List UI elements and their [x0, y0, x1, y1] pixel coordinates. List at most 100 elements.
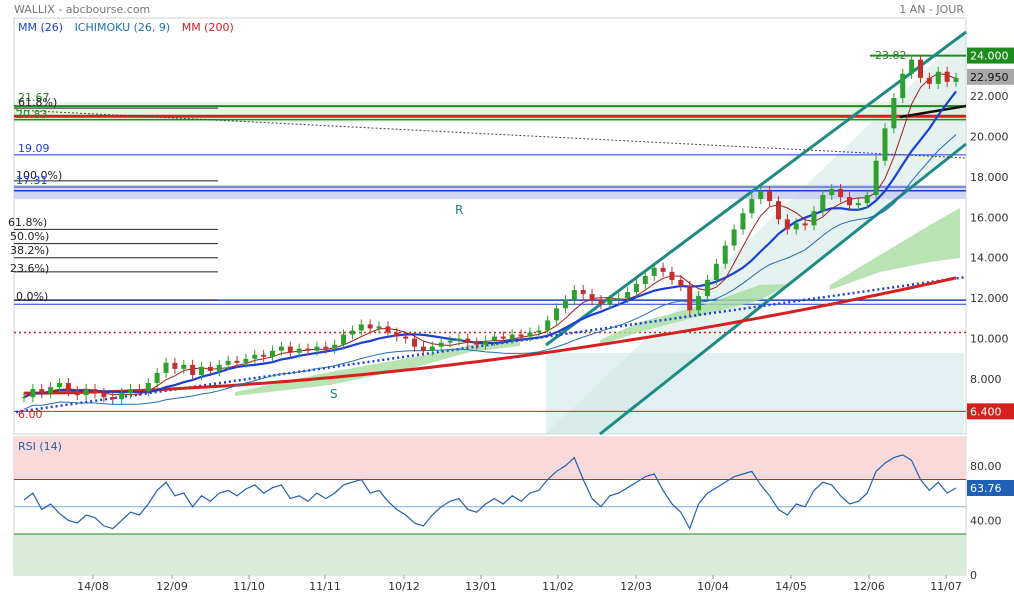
- mm200-line: [24, 276, 957, 395]
- cloud-segment-3: [830, 208, 960, 290]
- candle-body: [651, 267, 657, 276]
- candle-body: [447, 340, 453, 343]
- price-tag-24: 24.000: [970, 50, 1009, 63]
- candle-body: [571, 290, 577, 301]
- candle-body: [385, 326, 391, 333]
- x-tick-label: 10/04: [697, 580, 729, 593]
- candle-body: [207, 366, 213, 371]
- candle-body: [873, 160, 879, 196]
- annotation-fib-0: 0.0%): [16, 290, 48, 303]
- candle-body: [491, 336, 497, 341]
- candle-body: [358, 324, 364, 331]
- candle-body: [882, 128, 888, 161]
- annotation-fib-23: 23.6%): [10, 262, 49, 275]
- candle-body: [722, 245, 728, 264]
- candle-body: [349, 330, 355, 335]
- price-tag-24-bg: [967, 47, 1014, 64]
- candle-body: [536, 330, 542, 333]
- annotation-17-31: 17.31: [16, 174, 48, 187]
- candle-body: [669, 271, 675, 280]
- candle-body: [287, 346, 293, 353]
- price-tag-6-4: 6.400: [970, 405, 1002, 418]
- chart-title: WALLIX - abcbourse.com: [14, 3, 151, 16]
- rsi-value-tag: 63.76: [970, 482, 1002, 495]
- candle-body: [598, 300, 604, 305]
- y-tick-label: 12.000: [970, 292, 1009, 305]
- price-tag-6-4-bg: [967, 403, 1014, 420]
- candle-body: [775, 201, 781, 220]
- channel-upper-line: [545, 30, 967, 347]
- candle-body: [394, 332, 400, 337]
- chart-header: WALLIX - abcbourse.com 1 AN - JOUR: [0, 0, 1014, 18]
- candle-body: [110, 397, 116, 400]
- x-tick-label: 12/06: [853, 580, 885, 593]
- candle-body: [527, 332, 533, 337]
- y-tick-label: 14.000: [970, 252, 1009, 265]
- legend-ichimoku[interactable]: ICHIMOKU (26, 9): [74, 21, 171, 34]
- annotation-fib-100: 100.0%): [16, 169, 62, 182]
- candle-body: [704, 279, 710, 297]
- candle-body: [767, 191, 773, 202]
- legend-mm26[interactable]: MM (26): [18, 21, 64, 34]
- last-price-tag-bg: [967, 68, 1014, 85]
- candle-body: [92, 389, 98, 394]
- candle-body: [48, 387, 54, 394]
- annotation-fib-61: 61.8%): [8, 216, 47, 229]
- candle-body: [554, 308, 560, 321]
- cloud-segment-1: [235, 340, 520, 396]
- candle-body: [838, 188, 844, 198]
- y-tick-label: 10.000: [970, 333, 1009, 346]
- candle-body: [509, 334, 515, 339]
- x-tick-label: 13/01: [465, 580, 497, 593]
- support-label: S: [330, 387, 338, 401]
- candle-body: [784, 219, 790, 230]
- candle-body: [456, 338, 462, 341]
- candle-body: [900, 73, 906, 99]
- candle-body: [474, 342, 480, 345]
- rsi-tick-label: 40.00: [970, 514, 1002, 527]
- annotation-fib-38: 38.2%): [10, 244, 49, 257]
- annotation-low: 6.00: [18, 408, 43, 421]
- candle-body: [376, 326, 382, 329]
- candle-body: [642, 275, 648, 284]
- candle-body: [74, 391, 80, 396]
- candle-body: [296, 348, 302, 353]
- candle-body: [829, 188, 835, 196]
- candle-body: [83, 389, 89, 396]
- candle-body: [225, 360, 231, 365]
- candle-body: [314, 346, 320, 351]
- candle-body: [270, 350, 276, 357]
- period-label[interactable]: 1 AN - JOUR: [899, 3, 964, 16]
- candle-body: [172, 362, 178, 369]
- candle-body: [367, 324, 373, 329]
- rsi-label: RSI (14): [18, 440, 62, 453]
- annotation-high: 23.82: [875, 49, 907, 62]
- x-tick-label: 10/12: [388, 580, 420, 593]
- candle-body: [199, 366, 205, 375]
- x-tick-label: 12/09: [156, 580, 188, 593]
- candle-body: [580, 290, 586, 295]
- y-tick-label: 8.000: [970, 373, 1002, 386]
- rsi-oversold-zone: [14, 534, 966, 575]
- candle-body: [811, 211, 817, 226]
- candle-body: [500, 336, 506, 339]
- candle-body: [57, 383, 63, 388]
- annotation-fib-top: 61.8%): [18, 96, 57, 109]
- candle-body: [696, 296, 702, 311]
- candle-body: [909, 59, 915, 74]
- x-tick-label: 11/11: [309, 580, 341, 593]
- x-tick-label: 11/02: [542, 580, 574, 593]
- legend-mm200[interactable]: MM (200): [181, 21, 234, 34]
- wedge-line: [899, 104, 967, 119]
- candle-body: [545, 320, 551, 331]
- candle-body: [181, 364, 187, 369]
- trend-channel-fill: [546, 32, 966, 434]
- candle-body: [855, 203, 861, 206]
- candle-body: [589, 294, 595, 301]
- candle-body: [341, 334, 347, 345]
- candle-body: [65, 383, 71, 392]
- candle-body: [935, 71, 941, 84]
- candle-body: [438, 342, 444, 347]
- candle-body: [953, 77, 959, 82]
